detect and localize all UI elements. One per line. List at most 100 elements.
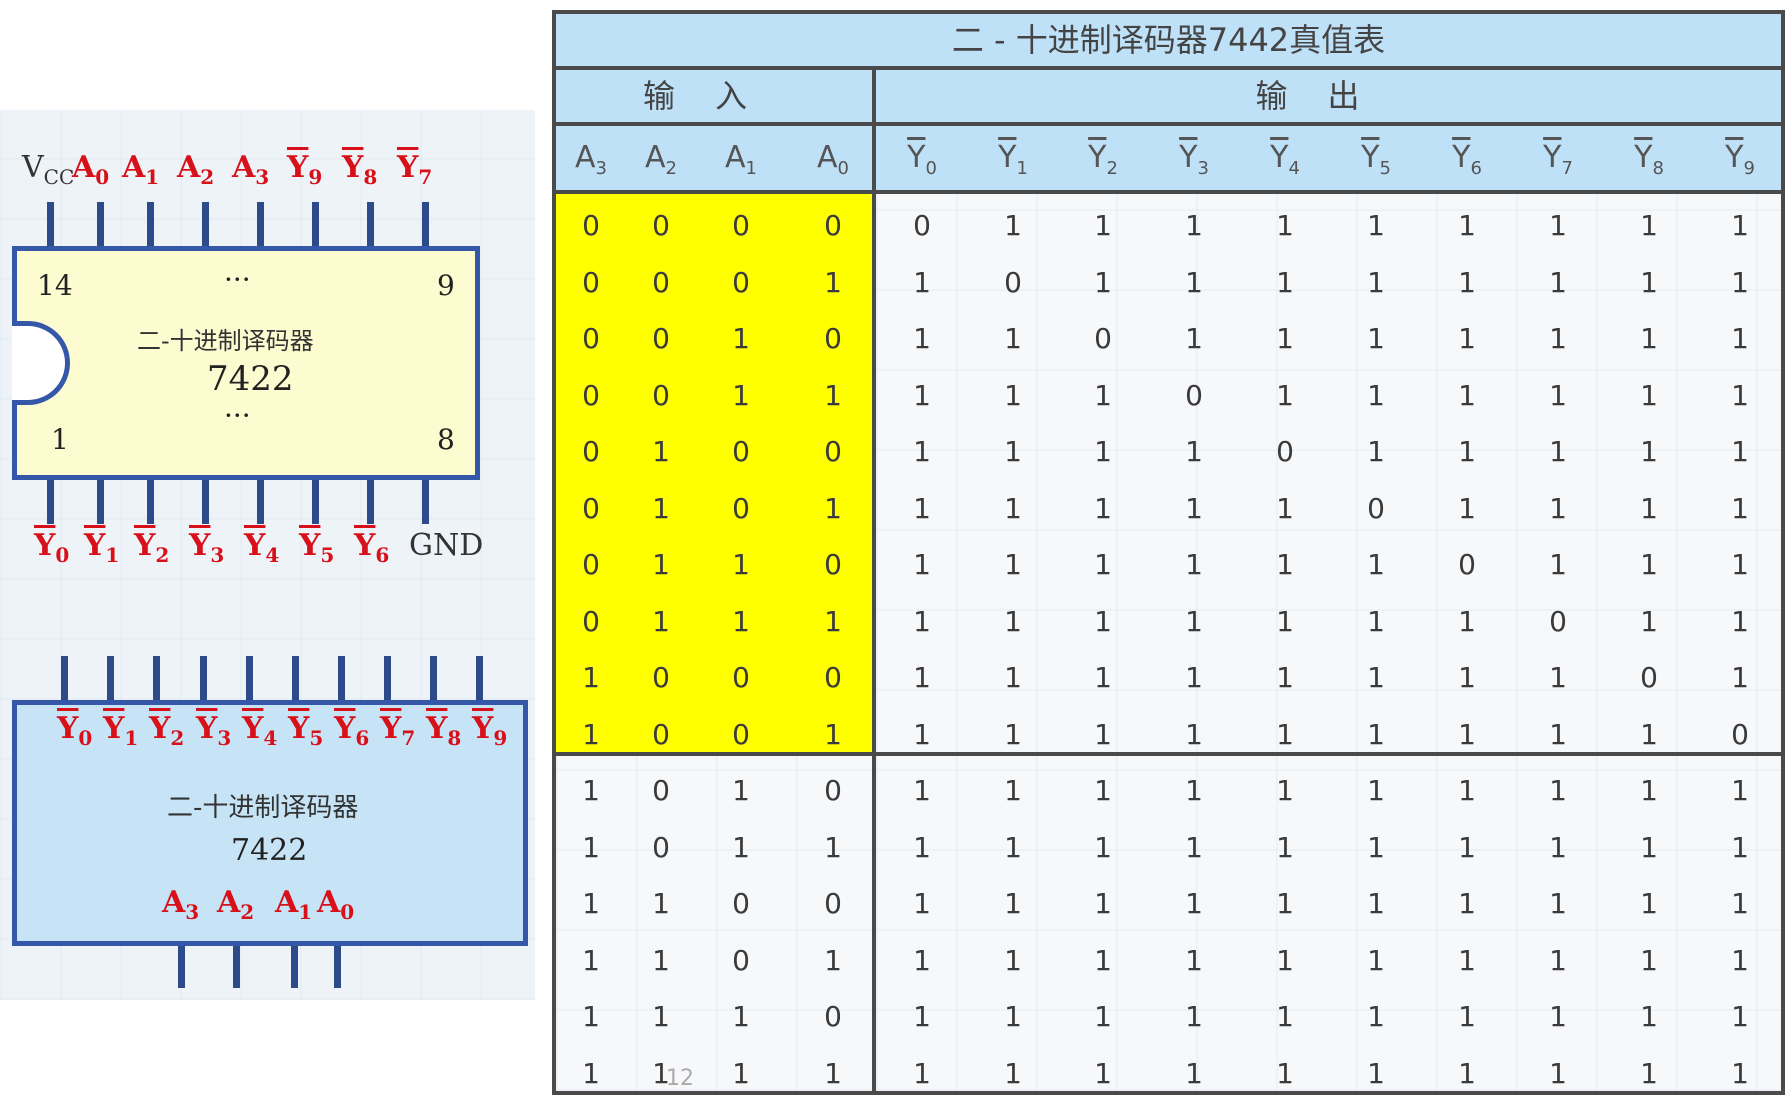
chip1-notch bbox=[12, 321, 70, 405]
input-cell: 0 bbox=[652, 209, 670, 242]
output-cell: 1 bbox=[1549, 887, 1567, 920]
input-cell: 0 bbox=[732, 717, 750, 751]
input-cell: 1 bbox=[732, 322, 750, 355]
output-cell: 1 bbox=[1276, 830, 1294, 864]
output-cell: 1 bbox=[1094, 491, 1112, 525]
input-cell: 0 bbox=[732, 887, 750, 920]
output-cell: 1 bbox=[913, 661, 931, 694]
chip1-top-pin-label: Y9 bbox=[287, 150, 323, 189]
output-cell: 1 bbox=[1640, 548, 1658, 581]
chip2-input-pin bbox=[233, 946, 240, 988]
output-cell: 1 bbox=[1094, 435, 1112, 468]
output-cell: 1 bbox=[1640, 1000, 1658, 1033]
input-cell: 1 bbox=[732, 1056, 750, 1090]
output-cell: 1 bbox=[913, 435, 931, 468]
chip2-output-pin bbox=[338, 656, 345, 702]
output-cell: 1 bbox=[1004, 717, 1022, 751]
chip1-top-pin-label: A3 bbox=[232, 150, 270, 189]
output-cell: 0 bbox=[1276, 435, 1294, 468]
input-output-divider bbox=[872, 70, 876, 1091]
input-cell: 1 bbox=[824, 1056, 842, 1090]
output-cell: 1 bbox=[1549, 1056, 1567, 1090]
output-column-header: Y9 bbox=[1725, 140, 1755, 179]
chip2-output-pin bbox=[153, 656, 160, 702]
chip2-output-label: Y3 bbox=[196, 711, 232, 750]
output-cell: 1 bbox=[1094, 1000, 1112, 1033]
chip2-input-pin bbox=[178, 946, 185, 988]
output-cell: 1 bbox=[1640, 943, 1658, 977]
input-cell: 0 bbox=[582, 378, 600, 412]
chip2-output-pin bbox=[61, 656, 68, 702]
input-cell: 0 bbox=[582, 548, 600, 581]
input-cell: 0 bbox=[732, 435, 750, 468]
output-cell: 1 bbox=[1367, 265, 1385, 299]
output-cell: 0 bbox=[1731, 717, 1749, 751]
output-cell: 1 bbox=[1458, 265, 1476, 299]
output-cell: 1 bbox=[913, 548, 931, 581]
output-cell: 1 bbox=[1004, 209, 1022, 242]
output-cell: 1 bbox=[1185, 943, 1203, 977]
input-cell: 0 bbox=[824, 887, 842, 920]
output-cell: 1 bbox=[1276, 1056, 1294, 1090]
chip2-input-pin bbox=[291, 946, 298, 988]
output-cell: 1 bbox=[1549, 774, 1567, 807]
input-cell: 0 bbox=[582, 209, 600, 242]
output-cell: 1 bbox=[1458, 435, 1476, 468]
input-cell: 0 bbox=[652, 265, 670, 299]
input-cell: 0 bbox=[732, 943, 750, 977]
chip2-input-label: A0 bbox=[317, 885, 355, 924]
output-column-header: Y4 bbox=[1270, 140, 1300, 179]
input-cell: 1 bbox=[824, 604, 842, 638]
output-cell: 1 bbox=[1458, 1000, 1476, 1033]
input-cell: 1 bbox=[652, 435, 670, 468]
output-column-header: Y3 bbox=[1179, 140, 1209, 179]
input-cell: 1 bbox=[732, 378, 750, 412]
input-column-header: A1 bbox=[725, 140, 757, 179]
chip1-bottom-pin-label: Y4 bbox=[244, 528, 280, 567]
chip1-bottom-pin bbox=[312, 480, 319, 524]
input-cell: 1 bbox=[652, 548, 670, 581]
output-cell: 1 bbox=[1640, 774, 1658, 807]
output-cell: 1 bbox=[1185, 209, 1203, 242]
input-cell: 0 bbox=[582, 435, 600, 468]
input-cell: 0 bbox=[824, 435, 842, 468]
output-cell: 1 bbox=[1731, 661, 1749, 694]
output-cell: 1 bbox=[1367, 830, 1385, 864]
chip1-top-pin-label: A1 bbox=[122, 150, 160, 189]
output-cell: 1 bbox=[1185, 265, 1203, 299]
output-cell: 0 bbox=[1004, 265, 1022, 299]
output-cell: 1 bbox=[1731, 943, 1749, 977]
chip1-bottom-pin-label: Y5 bbox=[299, 528, 335, 567]
input-cell: 0 bbox=[652, 830, 670, 864]
pin-1-label: 1 bbox=[51, 423, 69, 456]
output-cell: 1 bbox=[1640, 378, 1658, 412]
output-column-header: Y1 bbox=[998, 140, 1028, 179]
chip2-output-label: Y8 bbox=[426, 711, 462, 750]
chip1-top-pin bbox=[47, 202, 54, 246]
highlight-divider bbox=[556, 752, 1781, 756]
chip1-top-pin-label: A0 bbox=[72, 150, 110, 189]
chip2-input-label: A1 bbox=[275, 885, 313, 924]
chip1-body: 14 9 ··· 二-十进制译码器 7422 ··· 1 8 bbox=[12, 246, 480, 480]
output-cell: 1 bbox=[1549, 830, 1567, 864]
input-cell: 0 bbox=[732, 491, 750, 525]
input-cell: 0 bbox=[652, 322, 670, 355]
output-cell: 1 bbox=[1458, 491, 1476, 525]
chip1-top-pin bbox=[312, 202, 319, 246]
output-cell: 1 bbox=[1276, 661, 1294, 694]
chip2-input-label: A2 bbox=[217, 885, 255, 924]
output-cell: 1 bbox=[1185, 435, 1203, 468]
input-cell: 0 bbox=[652, 774, 670, 807]
output-cell: 1 bbox=[1094, 661, 1112, 694]
output-cell: 1 bbox=[1640, 1056, 1658, 1090]
chip2-model: 7422 bbox=[231, 833, 308, 868]
output-cell: 1 bbox=[1185, 1000, 1203, 1033]
output-cell: 1 bbox=[1458, 378, 1476, 412]
output-cell: 1 bbox=[1458, 661, 1476, 694]
output-cell: 1 bbox=[1276, 265, 1294, 299]
chip1-bottom-pin-label: Y1 bbox=[84, 528, 120, 567]
chip2-output-label: Y9 bbox=[472, 711, 508, 750]
output-cell: 0 bbox=[1640, 661, 1658, 694]
output-cell: 1 bbox=[1004, 661, 1022, 694]
chip2-output-label: Y4 bbox=[242, 711, 278, 750]
